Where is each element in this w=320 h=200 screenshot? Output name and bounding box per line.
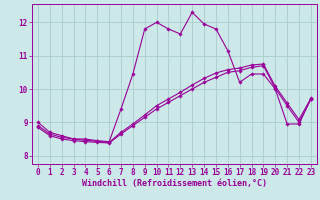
X-axis label: Windchill (Refroidissement éolien,°C): Windchill (Refroidissement éolien,°C) [82, 179, 267, 188]
